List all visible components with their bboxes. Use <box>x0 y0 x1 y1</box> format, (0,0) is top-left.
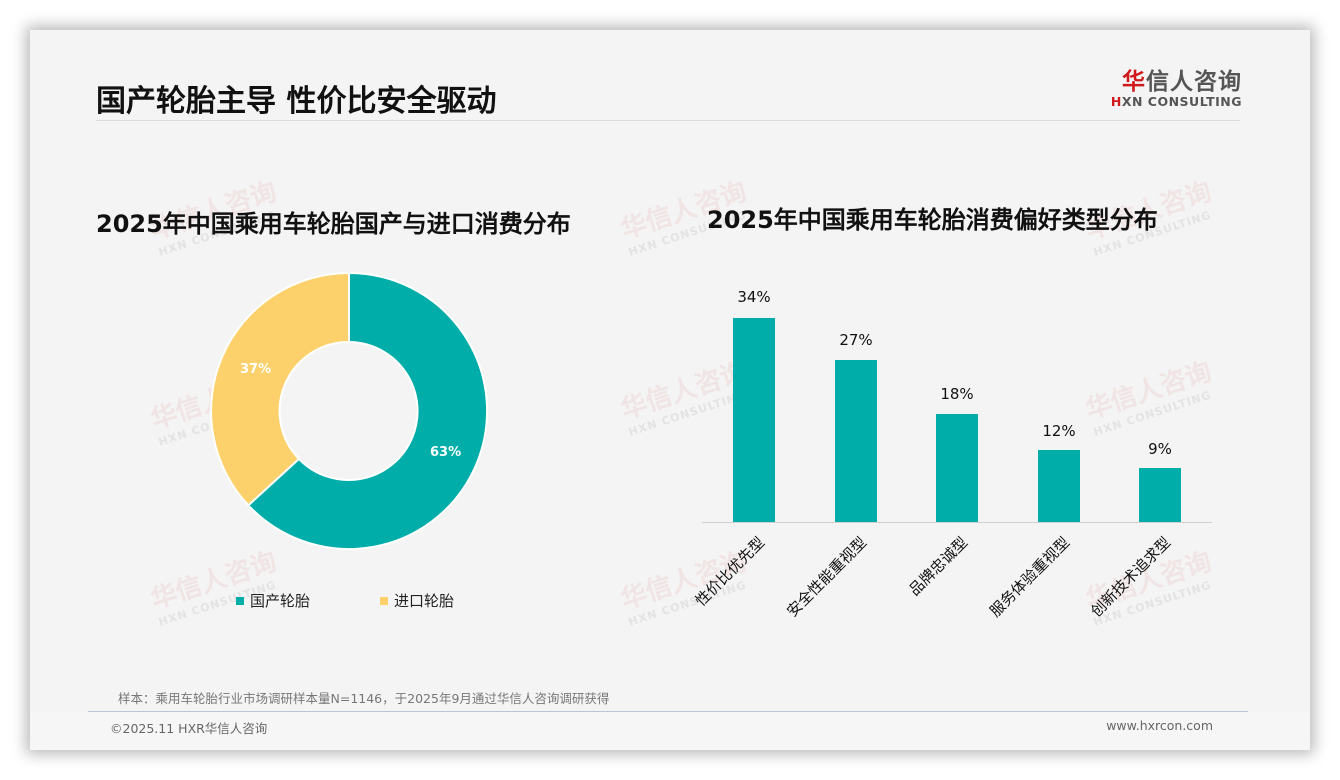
bar[interactable] <box>1139 468 1181 522</box>
donut-slice-domestic[interactable] <box>246 271 489 550</box>
donut-chart-title: 2025年中国乘用车轮胎国产与进口消费分布 <box>96 210 571 238</box>
bar-category-label: 性价比优先型 <box>691 533 769 610</box>
legend-swatch-icon <box>236 596 244 605</box>
bar[interactable] <box>1038 450 1080 522</box>
legend-swatch-icon <box>380 596 388 605</box>
donut-slice-imported[interactable] <box>210 271 350 507</box>
bar-category-label: 服务体验重视型 <box>986 533 1074 621</box>
logo-cn: 华信人咨询 <box>1122 69 1242 95</box>
logo-en: HXN CONSULTING <box>1110 94 1242 109</box>
brand-logo: 华信人咨询 HXN CONSULTING <box>1110 62 1242 109</box>
page-title: 国产轮胎主导 性价比安全驱动 <box>96 84 497 119</box>
legend-label: 进口轮胎 <box>394 592 455 610</box>
footer-bar <box>30 712 1310 750</box>
donut-svg <box>210 271 489 550</box>
legend-label: 国产轮胎 <box>250 592 311 610</box>
bar-category-label: 品牌忠诚型 <box>905 533 972 600</box>
website-link[interactable]: www.hxrcon.com <box>1106 718 1213 733</box>
bar-value: 18% <box>940 385 974 403</box>
bar-chart: 34% 27% 18% 12% 9% 性价比优先型 安全性能重视型 品牌忠诚型 … <box>692 270 1212 620</box>
bar-value: 27% <box>839 331 873 349</box>
bar-category-label: 安全性能重视型 <box>783 533 871 621</box>
sample-note: 样本：乘用车轮胎行业市场调研样本量N=1146，于2025年9月通过华信人咨询调… <box>118 691 610 706</box>
legend-item-domestic: 国产轮胎 <box>236 590 310 611</box>
header-divider <box>96 120 1240 121</box>
copyright: ©2025.11 HXR华信人咨询 <box>110 721 268 736</box>
x-axis-line <box>702 522 1212 523</box>
donut-label-imported: 37% <box>240 362 272 377</box>
legend-item-imported: 进口轮胎 <box>380 590 454 611</box>
bar-chart-title: 2025年中国乘用车轮胎消费偏好类型分布 <box>707 206 1158 234</box>
footer-divider <box>88 711 1248 712</box>
bar[interactable] <box>733 318 775 522</box>
donut-label-domestic: 63% <box>430 445 462 460</box>
bar[interactable] <box>936 414 978 522</box>
bar-category-label: 创新技术追求型 <box>1087 533 1175 621</box>
bar[interactable] <box>835 360 877 522</box>
bar-value: 34% <box>737 288 771 306</box>
bar-value: 12% <box>1042 422 1076 440</box>
donut-chart: 63% 37% <box>210 271 490 552</box>
bar-value: 9% <box>1148 440 1172 458</box>
